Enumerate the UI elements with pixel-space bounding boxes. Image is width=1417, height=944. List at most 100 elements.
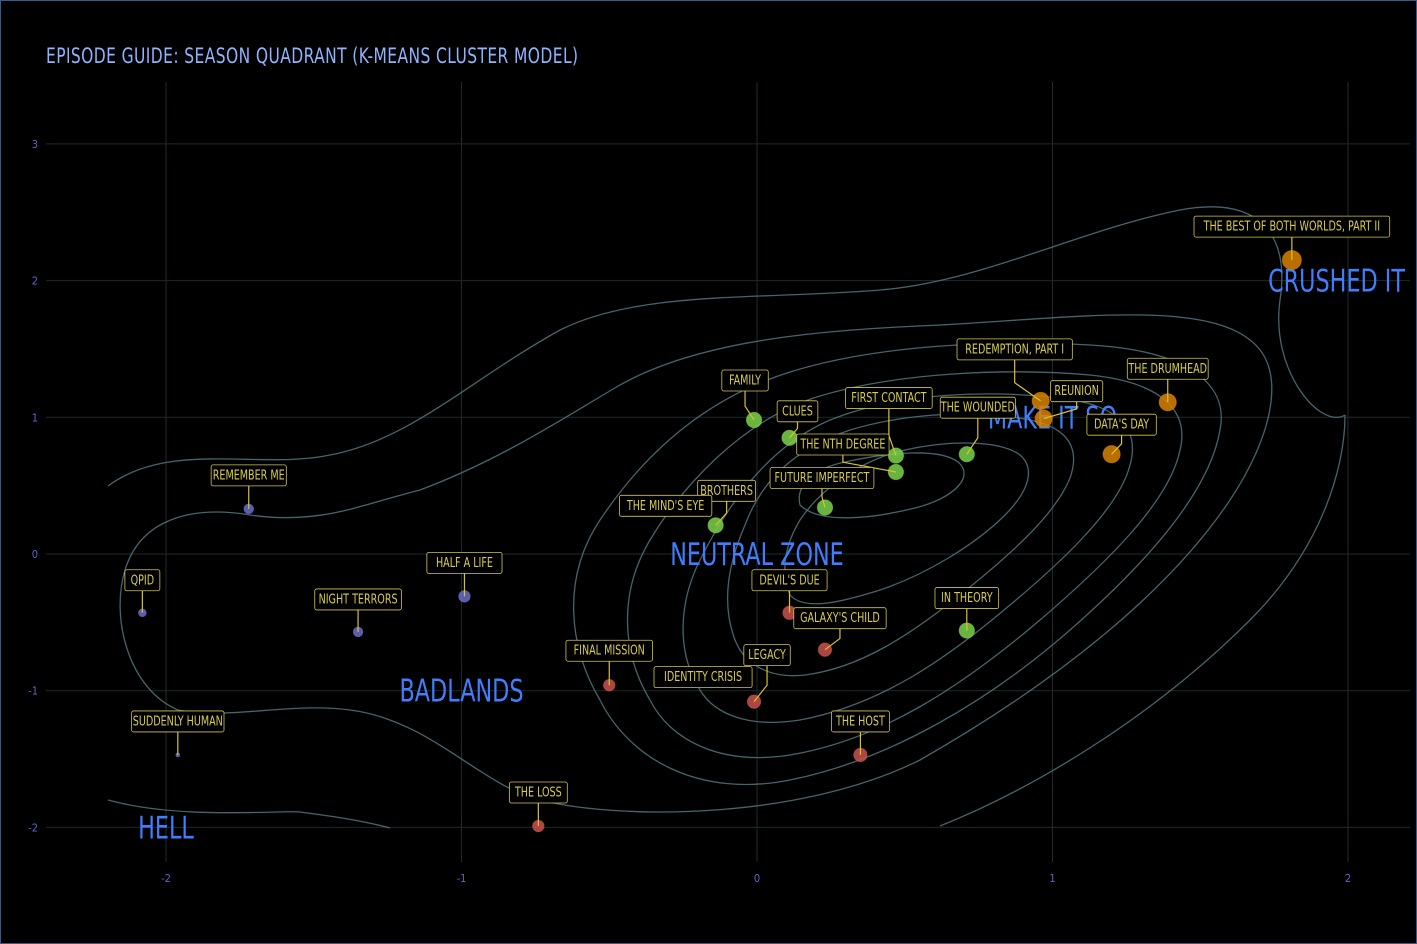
point-label-text: FUTURE IMPERFECT bbox=[775, 470, 870, 485]
zone-label: HELL bbox=[138, 810, 194, 846]
point-label-text: REUNION bbox=[1054, 383, 1098, 398]
point-label-box bbox=[1193, 215, 1391, 238]
zone-label: BADLANDS bbox=[399, 673, 523, 709]
point-label: QPID bbox=[124, 569, 161, 613]
point-label-box bbox=[131, 710, 225, 733]
point-label: FIRST CONTACT bbox=[845, 387, 933, 456]
point-label-box bbox=[210, 464, 287, 487]
leader-line bbox=[753, 664, 768, 703]
grid-lines bbox=[46, 82, 1410, 862]
leader-line bbox=[1111, 434, 1123, 455]
point-label-box bbox=[1126, 357, 1209, 380]
point-label: FINAL MISSION bbox=[565, 639, 653, 686]
point-label-box bbox=[751, 569, 828, 592]
point-label-box bbox=[796, 433, 890, 456]
point-label: IN THEORY bbox=[934, 587, 1000, 631]
point-label-text: DATA'S DAY bbox=[1094, 417, 1149, 432]
y-tick-label: 3 bbox=[32, 138, 38, 151]
point-label: THE BEST OF BOTH WORLDS, PART II bbox=[1193, 215, 1391, 261]
point-label-box bbox=[426, 551, 503, 574]
point-label-box bbox=[776, 400, 819, 423]
density-contour bbox=[784, 442, 1029, 605]
point-label-text: THE NTH DEGREE bbox=[799, 436, 885, 451]
point-label-box bbox=[314, 588, 402, 611]
leader-line bbox=[821, 487, 826, 508]
point-label-text: FIRST CONTACT bbox=[851, 390, 927, 405]
zone-label: NEUTRAL ZONE bbox=[670, 536, 844, 572]
point-label-box bbox=[769, 467, 875, 489]
point-label: THE NTH DEGREE bbox=[796, 433, 896, 473]
point-label-text: IDENTITY CRISIS bbox=[664, 669, 742, 684]
density-contour bbox=[939, 414, 1346, 827]
point-label: CLUES bbox=[776, 400, 819, 439]
point-label-box bbox=[1086, 413, 1157, 436]
point-label-text: NIGHT TERRORS bbox=[319, 591, 398, 606]
point-label: THE MIND'S EYE bbox=[619, 494, 713, 517]
density-contour bbox=[572, 342, 1222, 786]
point-label: SUDDENLY HUMAN bbox=[131, 710, 225, 755]
leader-line bbox=[824, 627, 841, 651]
x-tick-label: -1 bbox=[457, 872, 467, 885]
point-label-text: THE WOUNDED bbox=[940, 400, 1015, 415]
point-label-text: THE LOSS bbox=[514, 785, 562, 800]
point-label: BROTHERS bbox=[697, 479, 756, 526]
point-label-text: THE DRUMHEAD bbox=[1128, 361, 1208, 376]
density-contour bbox=[107, 206, 1346, 487]
axis-ticks: -2 -1 0 1 2 -2 -1 0 1 2 3 bbox=[28, 138, 1351, 885]
density-contour bbox=[107, 799, 391, 829]
point-label: THE LOSS bbox=[508, 781, 568, 827]
point-label: LEGACY bbox=[743, 644, 791, 703]
data-point bbox=[746, 694, 762, 709]
leader-line bbox=[715, 500, 728, 526]
point-label-text: THE MIND'S EYE bbox=[626, 498, 705, 513]
point-label-box bbox=[653, 666, 753, 689]
point-label-text: IN THEORY bbox=[941, 590, 993, 605]
leader-line bbox=[1043, 400, 1078, 420]
y-tick-label: 1 bbox=[32, 411, 38, 424]
chart-title: EPISODE GUIDE: SEASON QUADRANT (K-MEANS … bbox=[46, 44, 579, 68]
point-label-box bbox=[697, 479, 756, 502]
data-point bbox=[817, 642, 833, 657]
point-label: REDEMPTION, PART I bbox=[956, 338, 1073, 402]
point-label-text: CLUES bbox=[782, 403, 813, 418]
point-label-text: THE HOST bbox=[835, 713, 885, 728]
data-point bbox=[816, 499, 834, 516]
point-label-text: REDEMPTION, PART I bbox=[965, 341, 1064, 356]
point-label-text: HALF A LIFE bbox=[436, 555, 493, 570]
point-label: FAMILY bbox=[721, 369, 769, 421]
point-label-text: GALAXY'S CHILD bbox=[800, 610, 880, 625]
point-label-box bbox=[124, 569, 161, 592]
density-contour bbox=[726, 413, 1075, 677]
data-point bbox=[745, 411, 763, 429]
point-label-text: THE BEST OF BOTH WORLDS, PART II bbox=[1203, 219, 1380, 234]
point-label-text: FINAL MISSION bbox=[574, 643, 645, 658]
density-contour bbox=[798, 452, 965, 519]
point-label: NIGHT TERRORS bbox=[314, 588, 402, 632]
point-label-text: FAMILY bbox=[729, 373, 761, 388]
y-tick-label: -2 bbox=[28, 821, 38, 834]
x-tick-label: -2 bbox=[161, 872, 171, 885]
point-label-box bbox=[721, 369, 769, 392]
point-label-text: REMEMBER ME bbox=[213, 467, 285, 482]
point-label: HALF A LIFE bbox=[426, 551, 503, 597]
point-label-box bbox=[743, 644, 791, 667]
point-labels: THE BEST OF BOTH WORLDS, PART II THE DRUM… bbox=[124, 215, 1391, 827]
point-label-box bbox=[793, 607, 887, 630]
point-label: DEVIL'S DUE bbox=[751, 569, 828, 613]
point-label: DATA'S DAY bbox=[1086, 413, 1157, 455]
point-label-text: LEGACY bbox=[748, 647, 786, 662]
point-label-box bbox=[565, 639, 653, 662]
leader-line bbox=[1014, 358, 1042, 402]
point-label: GALAXY'S CHILD bbox=[793, 607, 887, 651]
point-label-box bbox=[508, 781, 568, 804]
leader-line bbox=[789, 420, 799, 439]
y-tick-label: 2 bbox=[32, 275, 38, 288]
x-tick-label: 1 bbox=[1049, 872, 1055, 885]
leader-line bbox=[842, 453, 896, 473]
point-label-text: DEVIL'S DUE bbox=[759, 572, 820, 587]
point-label: FUTURE IMPERFECT bbox=[769, 467, 875, 508]
point-label-text: BROTHERS bbox=[700, 483, 753, 498]
point-label-box bbox=[831, 710, 890, 733]
